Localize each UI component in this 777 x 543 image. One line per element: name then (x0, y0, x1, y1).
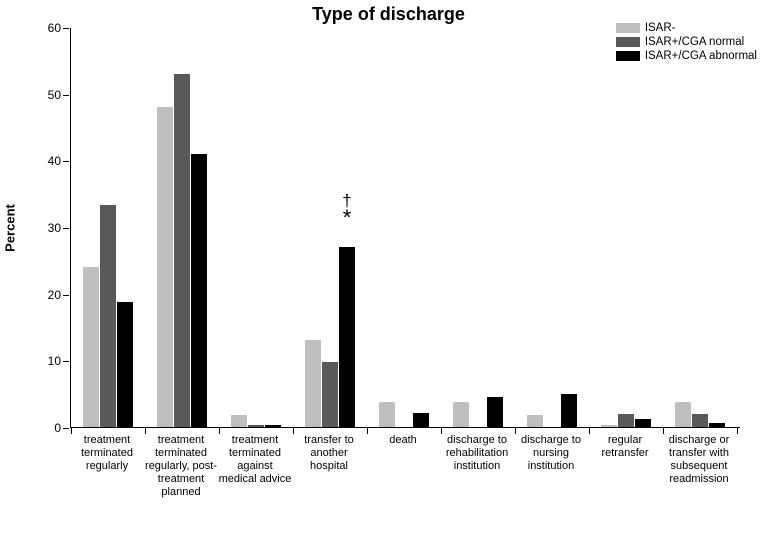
x-axis-label: treatment terminated against medical adv… (218, 434, 292, 486)
y-tick-label: 20 (35, 288, 61, 302)
y-tick-label: 0 (35, 421, 61, 435)
x-axis-label: discharge or transfer with subsequent re… (662, 434, 736, 486)
y-tick-label: 50 (35, 88, 61, 102)
y-tick (63, 428, 69, 429)
x-axis-label: transfer to another hospital (292, 434, 366, 473)
x-axis-label: discharge to rehabilitation institution (440, 434, 514, 473)
y-axis-label: Percent (3, 204, 18, 252)
annotation: * (343, 207, 352, 229)
bar (453, 402, 469, 427)
y-tick (63, 95, 69, 96)
bar (100, 205, 116, 427)
bar (305, 340, 321, 427)
y-tick (63, 28, 69, 29)
x-axis-label: treatment terminated regularly (70, 434, 144, 473)
bar (265, 425, 281, 427)
y-tick-label: 10 (35, 354, 61, 368)
bar (618, 414, 634, 427)
y-tick-label: 40 (35, 154, 61, 168)
bar (191, 154, 207, 427)
bar (379, 402, 395, 427)
bar (635, 419, 651, 427)
bar (322, 362, 338, 427)
y-tick (63, 295, 69, 296)
bar (709, 423, 725, 427)
bar (248, 425, 264, 427)
bar (601, 425, 617, 427)
bar (339, 247, 355, 427)
bar (413, 413, 429, 427)
y-tick-label: 60 (35, 21, 61, 35)
bar (231, 415, 247, 427)
y-tick (63, 361, 69, 362)
bar (174, 74, 190, 427)
bar (487, 397, 503, 427)
bar (83, 267, 99, 427)
bar (561, 394, 577, 427)
y-tick (63, 161, 69, 162)
y-tick-label: 30 (35, 221, 61, 235)
x-axis-label: treatment terminated regularly, post-tre… (144, 434, 218, 499)
x-tick (737, 428, 738, 434)
bar (675, 402, 691, 427)
plot-area: 0102030405060†* (70, 28, 740, 428)
bar (527, 415, 543, 427)
bar (157, 107, 173, 427)
chart-wrap: Type of discharge Percent ISAR- ISAR+/CG… (0, 0, 777, 543)
bar (117, 302, 133, 427)
y-tick (63, 228, 69, 229)
x-axis-label: regular retransfer (588, 434, 662, 460)
x-axis-label: death (366, 434, 440, 447)
bar (692, 414, 708, 427)
x-axis-label: discharge to nursing institution (514, 434, 588, 473)
